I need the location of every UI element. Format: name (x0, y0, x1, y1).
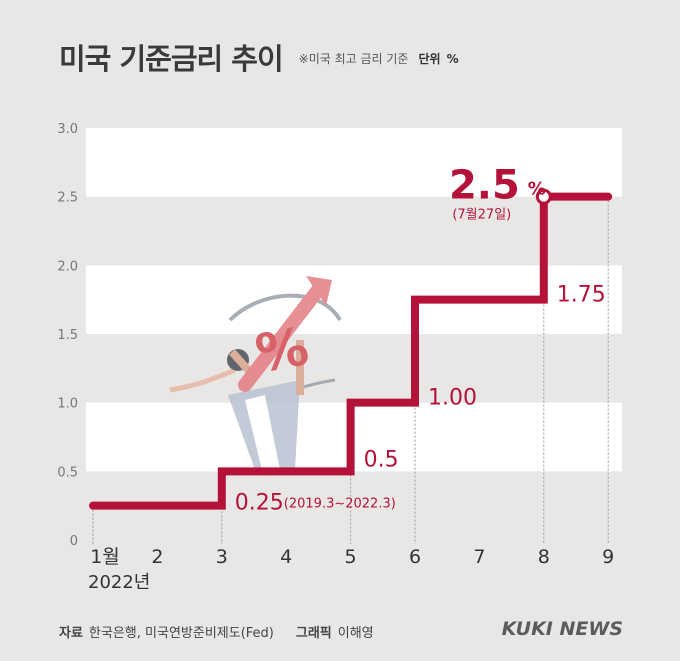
source-text: 한국은행, 미국연방준비제도(Fed) (88, 626, 274, 641)
y-tick-label: 0.5 (57, 465, 78, 480)
kuki-news-logo: KUKI NEWS (501, 618, 623, 640)
grid-band (86, 128, 622, 197)
y-tick-label: 2.5 (57, 191, 78, 206)
chart-note: ※미국 최고 금리 기준 (298, 52, 409, 66)
x-tick-label: 1월 (90, 546, 120, 568)
graphic-credit: 이해영 (337, 626, 374, 641)
chart-footer: 자료 한국은행, 미국연방준비제도(Fed) 그래픽 이해영 (59, 622, 374, 641)
x-tick-label: 4 (280, 546, 292, 568)
x-tick-label: 5 (345, 546, 357, 568)
x-tick-label: 6 (409, 546, 421, 568)
percent-sign-illustration: % (251, 317, 313, 385)
graphic-label: 그래픽 (295, 626, 332, 641)
annotation-value: 1.75 (557, 283, 606, 308)
y-tick-label: 2.0 (57, 259, 78, 274)
archer-illustration (169, 276, 342, 470)
annotation-value: 1.00 (428, 386, 477, 411)
y-tick-label: 1.0 (57, 397, 78, 412)
unit-label: 단위 (418, 52, 441, 66)
y-tick-label: 3.0 (57, 122, 78, 137)
annotation-peak-date: (7월27일) (452, 208, 511, 223)
x-tick-label: 9 (602, 546, 614, 568)
x-tick-label: 2 (151, 546, 163, 568)
annotation-peak-unit: % (528, 179, 546, 200)
rate-chart: 00.51.01.52.02.53.0%1월 2 3 4 5 6 7 8 92022년0.25(… (57, 122, 622, 593)
chart-header: 미국 기준금리 추이 ※미국 최고 금리 기준 단위 % (59, 36, 459, 78)
annotation-value: 0.5 (364, 447, 399, 472)
peak-marker (535, 188, 552, 205)
chart-title: 미국 기준금리 추이 (59, 42, 284, 76)
rate-step-line (89, 192, 613, 510)
y-tick-label: 0 (70, 534, 78, 549)
unit-value: % (446, 52, 459, 66)
x-tick-label: 8 (538, 546, 550, 568)
source-label: 자료 (59, 626, 83, 641)
x-tick-label: 3 (216, 546, 228, 568)
annotation-peak-value: 2.5 (449, 163, 520, 209)
annotation-value: 0.25 (235, 491, 284, 516)
y-tick-label: 1.5 (57, 328, 78, 343)
x-tick-label: 7 (473, 546, 485, 568)
annotation-subtext: (2019.3~2022.3) (284, 497, 396, 512)
year-label: 2022년 (88, 572, 150, 593)
